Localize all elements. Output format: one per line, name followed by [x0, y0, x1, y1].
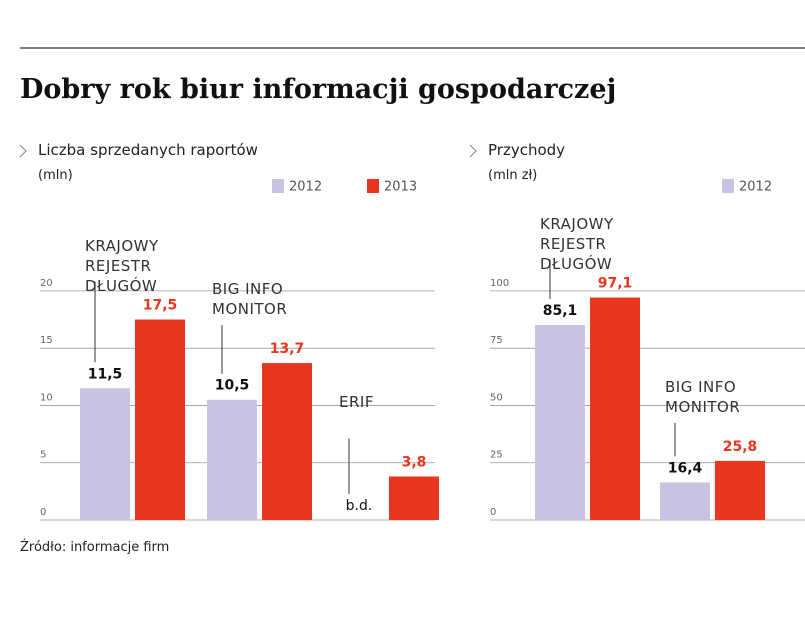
- y-tick-label: 0: [40, 507, 46, 518]
- y-tick-label: 75: [490, 335, 503, 346]
- category-label: BIG INFO MONITOR: [212, 280, 288, 319]
- unit: (mln): [38, 168, 73, 183]
- y-tick-label: 100: [490, 278, 509, 289]
- category-label: KRAJOWY REJESTR DŁUGÓW: [85, 236, 159, 295]
- value-label: 16,4: [668, 460, 703, 476]
- value-label: 97,1: [598, 276, 633, 292]
- unit: (mln zł): [488, 168, 538, 183]
- legend-swatch: [272, 179, 284, 193]
- value-label: 11,5: [88, 366, 123, 382]
- legend-swatch: [722, 179, 734, 193]
- value-label: 17,5: [143, 298, 178, 314]
- chart-title: Przychody: [488, 141, 566, 159]
- category-label: ERIF: [339, 393, 374, 412]
- bar: [715, 460, 765, 520]
- header-marker: [19, 144, 27, 158]
- chart-title: Liczba sprzedanych raportów: [38, 141, 258, 159]
- value-label: b.d.: [346, 498, 373, 514]
- category-label: BIG INFO MONITOR: [665, 377, 741, 416]
- bar: [535, 325, 585, 520]
- legend-label: 2013: [384, 180, 417, 195]
- value-label: 3,8: [402, 454, 427, 470]
- source: Źródło: informacje firm: [20, 540, 170, 555]
- bar: [207, 399, 257, 520]
- title: Dobry rok biur informacji gospodarczej: [20, 74, 617, 105]
- bar: [135, 319, 185, 520]
- value-label: 13,7: [270, 341, 305, 357]
- value-label: 10,5: [215, 378, 250, 394]
- bar: [590, 297, 640, 520]
- header-marker: [469, 144, 477, 158]
- y-tick-label: 10: [40, 392, 53, 403]
- bar: [389, 476, 439, 520]
- category-label: KRAJOWY REJESTR DŁUGÓW: [540, 214, 614, 273]
- y-tick-label: 50: [490, 392, 503, 403]
- bar: [80, 388, 130, 520]
- legend-label: 2012: [289, 180, 322, 195]
- bar: [262, 363, 312, 520]
- value-label: 25,8: [723, 439, 758, 455]
- legend-label: 2012: [739, 180, 772, 195]
- y-tick-label: 25: [490, 450, 503, 461]
- bar: [660, 482, 710, 520]
- legend-swatch: [367, 179, 379, 193]
- y-tick-label: 0: [490, 507, 496, 518]
- y-tick-label: 20: [40, 278, 53, 289]
- y-tick-label: 15: [40, 335, 53, 346]
- value-label: 85,1: [543, 303, 578, 319]
- y-tick-label: 5: [40, 450, 46, 461]
